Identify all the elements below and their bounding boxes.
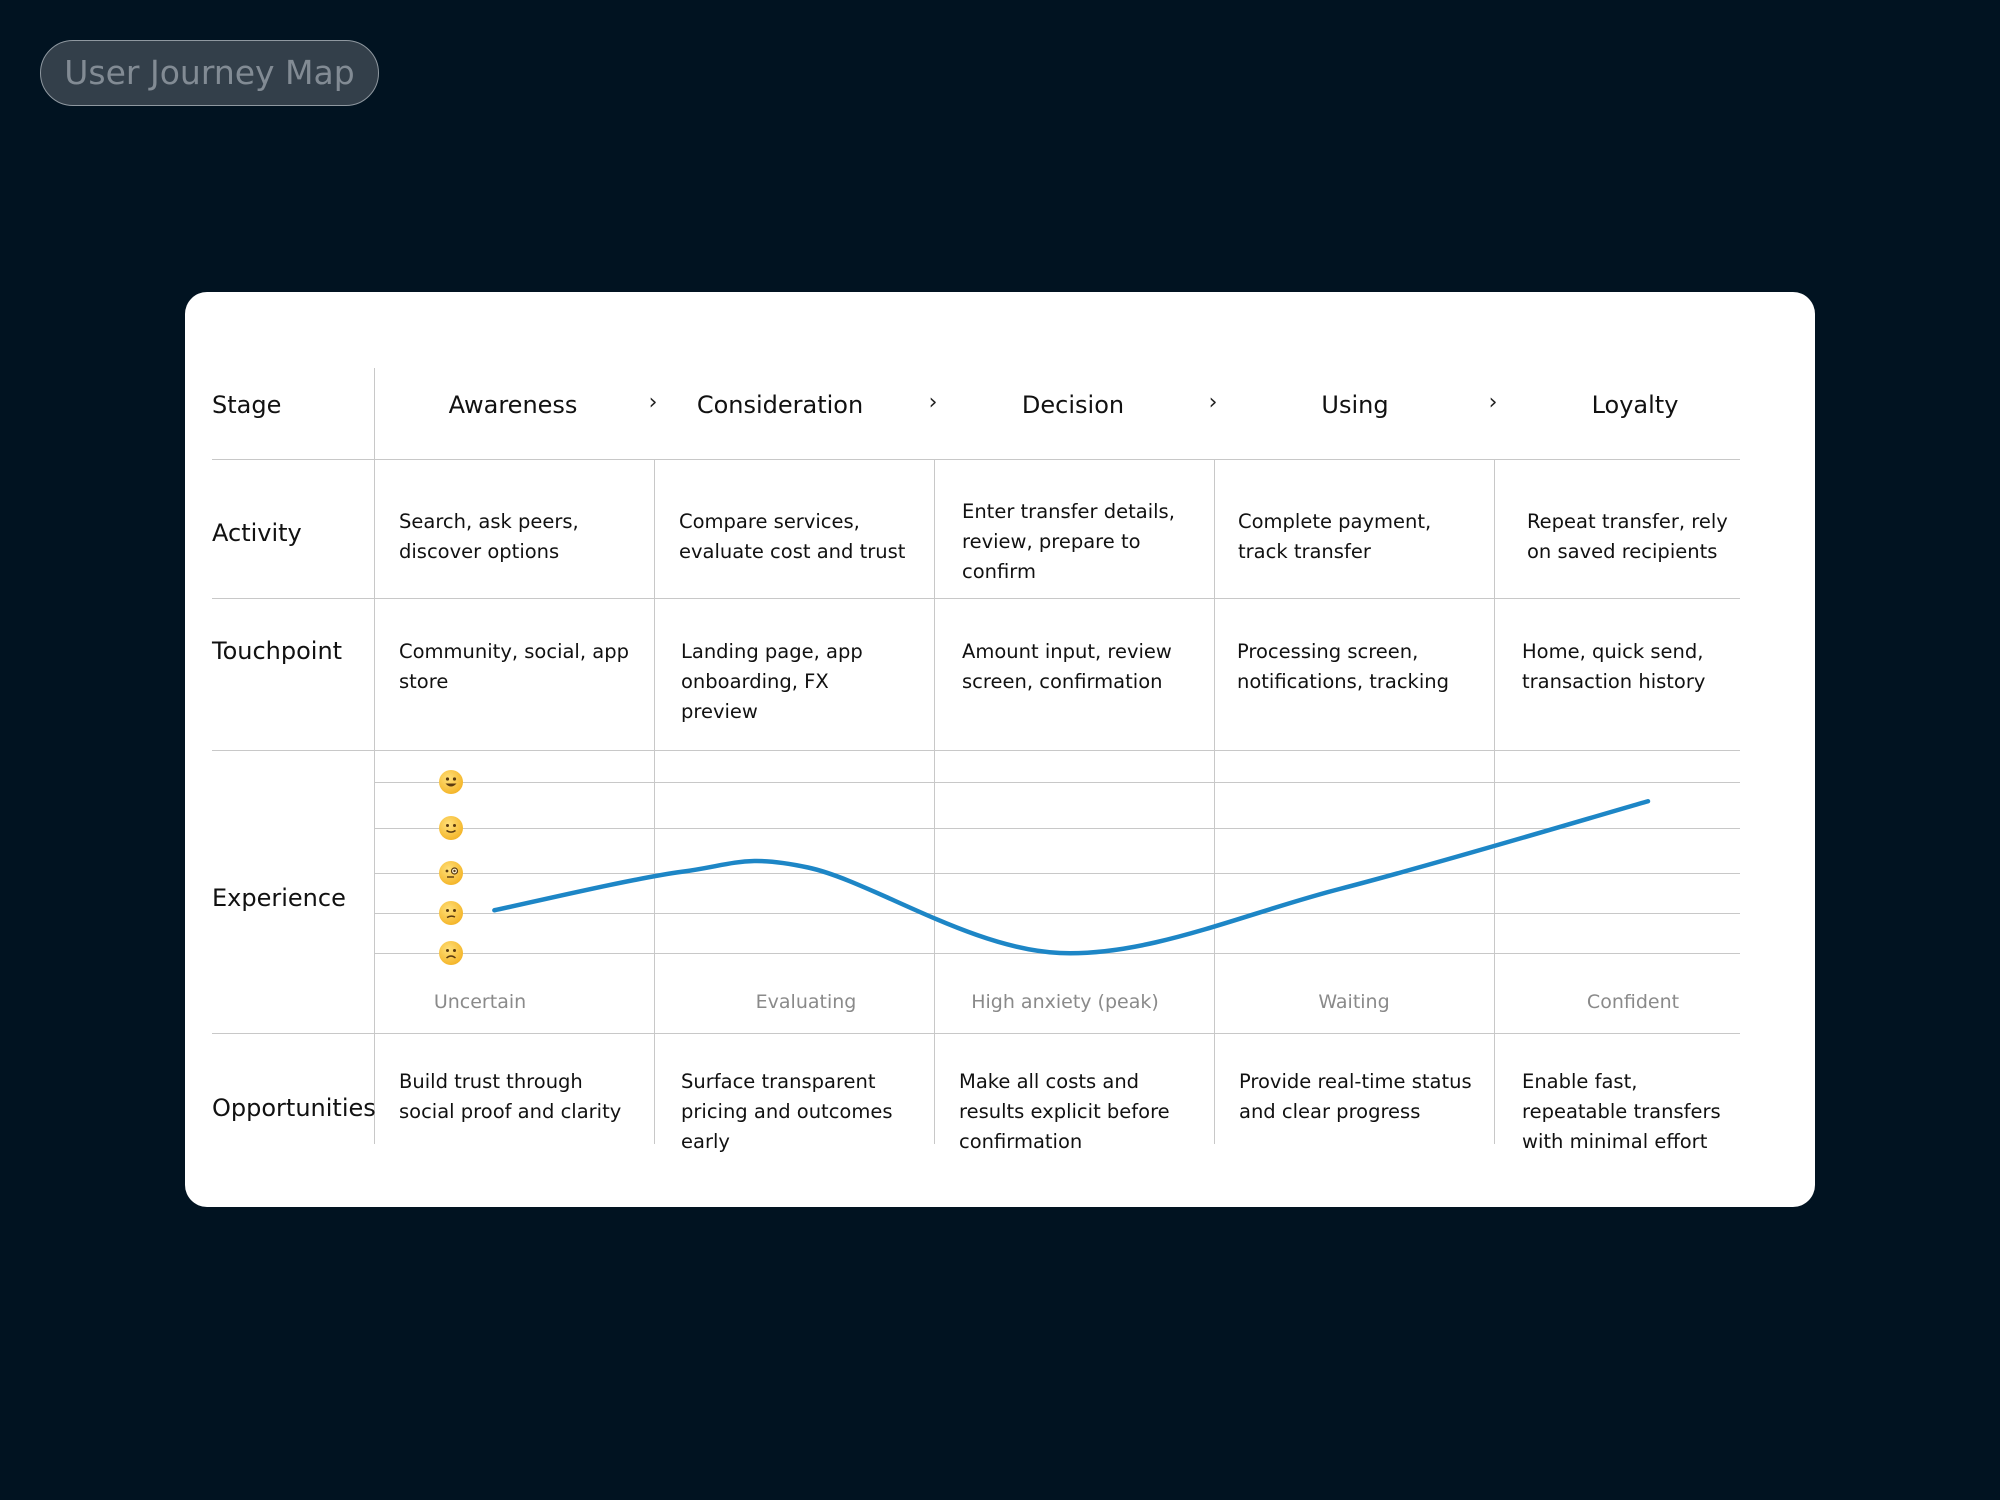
monocle-face-icon: [439, 861, 463, 885]
opportunity-loyalty: Enable fast, repeatable transfers with m…: [1522, 1070, 1721, 1153]
stage-loyalty: Loyalty: [1591, 391, 1679, 419]
column-divider: [654, 460, 655, 1144]
emotion-decision: High anxiety (peak): [971, 991, 1159, 1013]
row-label-activity: Activity: [212, 519, 302, 547]
touchpoint-using: Processing screen, notifications, tracki…: [1237, 640, 1449, 693]
touchpoint-awareness: Community, social, app store: [399, 640, 629, 693]
row-label-experience: Experience: [212, 884, 346, 912]
touchpoint-loyalty: Home, quick send, transaction history: [1522, 640, 1706, 693]
experience-curve: [492, 798, 1651, 956]
chevron-right-icon: ›: [648, 390, 658, 415]
stage-awareness: Awareness: [448, 391, 578, 419]
touchpoint-decision: Amount input, review screen, confirmatio…: [962, 640, 1172, 693]
row-label-stage: Stage: [212, 391, 282, 419]
activity-consideration: Compare services, evaluate cost and trus…: [679, 510, 906, 563]
column-divider-label: [374, 368, 375, 1144]
row-divider: [212, 1033, 1740, 1034]
experience-gridline: [374, 782, 1740, 783]
emotion-consideration: Evaluating: [755, 991, 857, 1013]
row-divider: [212, 598, 1740, 599]
column-divider: [934, 460, 935, 1144]
activity-decision: Enter transfer details, review, prepare …: [962, 500, 1175, 583]
stage-decision: Decision: [1021, 391, 1125, 419]
stage-using: Using: [1321, 391, 1389, 419]
row-divider: [212, 459, 1740, 460]
chevron-right-icon: ›: [1488, 390, 1498, 415]
experience-gridline: [374, 828, 1740, 829]
emotion-loyalty: Confident: [1586, 991, 1680, 1013]
experience-gridline: [374, 873, 1740, 874]
chevron-right-icon: ›: [928, 390, 938, 415]
frowning-face-icon: [439, 941, 463, 965]
touchpoint-consideration: Landing page, app onboarding, FX preview: [681, 640, 863, 723]
opportunity-using: Provide real-time status and clear progr…: [1239, 1070, 1472, 1123]
stage-consideration: Consideration: [696, 391, 864, 419]
activity-awareness: Search, ask peers, discover options: [399, 510, 579, 563]
opportunity-decision: Make all costs and results explicit befo…: [959, 1070, 1170, 1153]
activity-using: Complete payment, track transfer: [1238, 510, 1432, 563]
page-title[interactable]: User Journey Map: [40, 40, 379, 106]
grinning-face-icon: [439, 770, 463, 794]
experience-gridline: [374, 913, 1740, 914]
activity-loyalty: Repeat transfer, rely on saved recipient…: [1527, 510, 1728, 563]
row-label-touchpoint: Touchpoint: [212, 637, 343, 665]
row-label-opportunities: Opportunities: [212, 1094, 376, 1122]
opportunity-consideration: Surface transparent pricing and outcomes…: [681, 1070, 893, 1153]
journey-map-card: Stage Activity Touchpoint Experience Opp…: [185, 292, 1815, 1207]
chevron-right-icon: ›: [1208, 390, 1218, 415]
opportunity-awareness: Build trust through social proof and cla…: [399, 1070, 622, 1123]
emotion-awareness: Uncertain: [433, 991, 527, 1013]
experience-line: [492, 798, 1651, 956]
row-divider: [212, 750, 1740, 751]
confused-face-icon: [439, 901, 463, 925]
emotion-using: Waiting: [1318, 991, 1390, 1013]
column-divider: [1494, 460, 1495, 1144]
slightly-smiling-face-icon: [439, 816, 463, 840]
column-divider: [1214, 460, 1215, 1144]
